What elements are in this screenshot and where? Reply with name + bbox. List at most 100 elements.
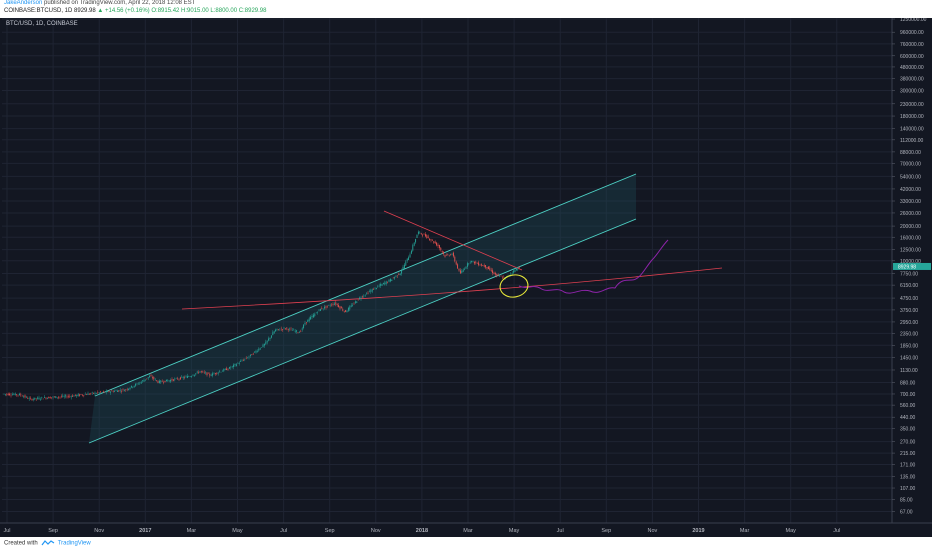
candle-body bbox=[279, 329, 281, 331]
x-tick-label: Jul bbox=[280, 528, 287, 534]
candle-body bbox=[177, 378, 179, 380]
candle-body bbox=[241, 360, 243, 362]
x-tick-label: Sep bbox=[48, 528, 58, 534]
candle-body bbox=[174, 378, 176, 380]
candle-body bbox=[163, 382, 165, 383]
candle-body bbox=[370, 290, 372, 292]
candle-body bbox=[322, 308, 324, 310]
candle-body bbox=[391, 279, 393, 281]
candle-body bbox=[273, 331, 275, 334]
candle-body bbox=[294, 330, 296, 332]
candle-body bbox=[80, 394, 82, 395]
candle-body bbox=[171, 379, 173, 381]
candle-body bbox=[223, 369, 225, 372]
candle-body bbox=[434, 241, 436, 244]
candle-body bbox=[53, 396, 55, 398]
candle-body bbox=[128, 388, 130, 390]
candle-body bbox=[41, 397, 43, 398]
publish-info: JakeAnderson published on TradingView.co… bbox=[4, 0, 195, 6]
candle-body bbox=[361, 296, 363, 298]
candle-body bbox=[403, 264, 405, 269]
candle-body bbox=[191, 376, 193, 377]
candle-body bbox=[186, 376, 188, 378]
candle-body bbox=[112, 391, 114, 392]
candle-body bbox=[150, 375, 152, 377]
chart-area[interactable]: 1250000.00 960000.00 760000.00 600000.00 480… bbox=[0, 18, 932, 537]
candle-body bbox=[419, 231, 421, 233]
y-tick-label: 960000.00 bbox=[900, 30, 924, 36]
candle-body bbox=[217, 372, 219, 374]
candle-body bbox=[13, 394, 15, 395]
candle-body bbox=[356, 301, 358, 303]
candle-body bbox=[184, 377, 186, 378]
candle-body bbox=[312, 314, 314, 318]
candle-body bbox=[464, 268, 466, 270]
candle-body bbox=[458, 268, 460, 271]
candle-body bbox=[328, 305, 330, 306]
candle-body bbox=[115, 390, 117, 391]
candle-body bbox=[429, 238, 431, 240]
candle-body bbox=[321, 308, 323, 310]
candle-body bbox=[436, 242, 438, 246]
candle-body bbox=[268, 338, 270, 341]
candle-body bbox=[340, 307, 342, 309]
candle-body bbox=[303, 324, 305, 329]
y-tick-label: 2350.00 bbox=[900, 331, 918, 337]
candle-body bbox=[70, 396, 72, 398]
candle-body bbox=[317, 312, 319, 314]
candle-body bbox=[198, 372, 200, 373]
footer: Created with TradingView bbox=[0, 537, 932, 550]
candle-body bbox=[297, 332, 299, 333]
candle-body bbox=[406, 258, 408, 261]
candle-body bbox=[357, 299, 359, 301]
candle-body bbox=[518, 267, 520, 269]
candle-body bbox=[168, 380, 170, 382]
candle-body bbox=[123, 390, 125, 392]
candle-body bbox=[493, 272, 495, 275]
candle-body bbox=[154, 379, 156, 380]
candle-body bbox=[230, 367, 232, 369]
candle-body bbox=[335, 302, 337, 305]
candle-body bbox=[7, 393, 9, 396]
candle-body bbox=[461, 270, 463, 273]
price-chart[interactable]: 1250000.00 960000.00 760000.00 600000.00 480… bbox=[0, 18, 932, 537]
candle-body bbox=[97, 392, 99, 393]
candle-body bbox=[170, 380, 172, 382]
y-tick-label: 350.00 bbox=[900, 427, 916, 433]
candle-body bbox=[462, 269, 464, 272]
candle-body bbox=[144, 379, 146, 381]
candle-body bbox=[202, 371, 204, 372]
candle-body bbox=[199, 371, 201, 373]
y-tick-label: 107.00 bbox=[900, 486, 916, 492]
tradingview-brand[interactable]: TradingView bbox=[57, 540, 91, 547]
candle-body bbox=[382, 282, 384, 284]
channel-upper-line bbox=[94, 173, 637, 397]
candle-body bbox=[304, 322, 306, 325]
x-tick-label: Mar bbox=[740, 528, 750, 534]
channel-fill bbox=[89, 174, 636, 443]
y-tick-label: 42000.00 bbox=[900, 187, 921, 193]
candle-body bbox=[368, 291, 370, 293]
candle-body bbox=[58, 397, 60, 398]
candle-body bbox=[107, 390, 109, 393]
symbol-info: COINBASE:BTCUSD, 1D 8929.98 ▲ +14.56 (+0… bbox=[4, 8, 266, 14]
candle-body bbox=[385, 281, 387, 284]
x-tick-label: Mar bbox=[463, 528, 473, 534]
created-with-text: Created with bbox=[4, 540, 38, 547]
candle-body bbox=[298, 332, 300, 333]
candle-body bbox=[88, 393, 90, 395]
candle-body bbox=[10, 394, 12, 396]
x-tick-label: May bbox=[232, 528, 243, 534]
y-tick-label: 560.00 bbox=[900, 403, 916, 409]
x-tick-label: 2018 bbox=[416, 528, 428, 534]
candle-body bbox=[329, 305, 331, 307]
candle-body bbox=[510, 273, 512, 275]
author-link[interactable]: JakeAnderson bbox=[4, 0, 43, 6]
candle-body bbox=[21, 395, 23, 397]
candle-body bbox=[490, 269, 492, 271]
candle-body bbox=[466, 263, 468, 267]
candle-body bbox=[62, 395, 64, 397]
candle-body bbox=[14, 393, 16, 396]
y-tick-label: 85.00 bbox=[900, 498, 913, 504]
candle-body bbox=[277, 329, 279, 330]
